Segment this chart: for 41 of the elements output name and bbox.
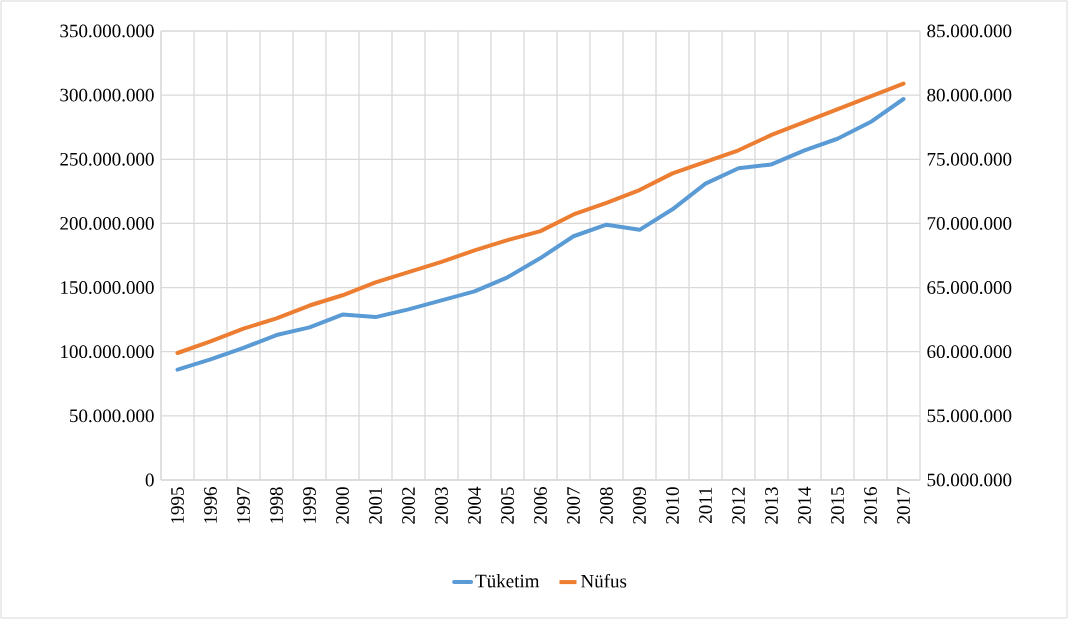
x-tick-label: 1996 — [204, 487, 217, 523]
x-tick-label: 2007 — [567, 487, 580, 524]
x-tick-label: 2008 — [600, 487, 613, 524]
y2-tick-label: 70.000.000 — [927, 216, 1012, 230]
x-tick-label: 2001 — [369, 487, 382, 524]
x-tick-label: 2015 — [831, 487, 844, 524]
y2-tick-label: 85.000.000 — [927, 24, 1012, 38]
y-tick-label: 150.000.000 — [61, 281, 154, 295]
y-tick-label: 50.000.000 — [70, 409, 154, 423]
y-tick-label: 350.000.000 — [60, 24, 154, 38]
y2-tick-label: 60.000.000 — [927, 345, 1012, 359]
x-tick-label: 1997 — [237, 487, 250, 523]
x-tick-label: 2014 — [798, 486, 811, 524]
legend-label: Tüketim — [475, 574, 540, 588]
y-tick-label: 300.000.000 — [60, 88, 154, 102]
y2-tick-label: 55.000.000 — [927, 409, 1012, 423]
x-tick-label: 2017 — [897, 487, 910, 524]
x-tick-label: 2002 — [402, 487, 415, 524]
y2-tick-label: 80.000.000 — [927, 88, 1012, 102]
x-tick-label: 2010 — [666, 487, 679, 524]
x-tick-label: 1998 — [270, 487, 283, 523]
x-tick-label: 2013 — [765, 487, 778, 524]
x-tick-label: 2009 — [633, 487, 646, 524]
x-tick-label: 2016 — [864, 487, 877, 524]
x-tick-label: 1999 — [303, 487, 316, 523]
y-tick-label: 250.000.000 — [60, 152, 154, 166]
x-tick-label: 2004 — [468, 486, 481, 524]
y2-tick-label: 75.000.000 — [927, 152, 1012, 166]
y2-tick-label: 65.000.000 — [927, 281, 1012, 295]
x-tick-label: 2006 — [534, 487, 547, 524]
x-tick-label: 2011 — [699, 487, 712, 523]
x-tick-label: 2003 — [435, 487, 448, 524]
legend-label: Nüfus — [581, 573, 627, 588]
y-tick-label: 0 — [145, 473, 154, 487]
y2-tick-label: 50.000.000 — [927, 473, 1012, 487]
x-tick-label: 2012 — [732, 487, 745, 524]
x-tick-label: 1995 — [171, 487, 184, 523]
x-tick-label: 2005 — [501, 487, 514, 524]
y-tick-label: 200.000.000 — [60, 216, 154, 230]
x-tick-label: 2000 — [336, 487, 349, 524]
y-tick-label: 100.000.000 — [61, 345, 154, 359]
